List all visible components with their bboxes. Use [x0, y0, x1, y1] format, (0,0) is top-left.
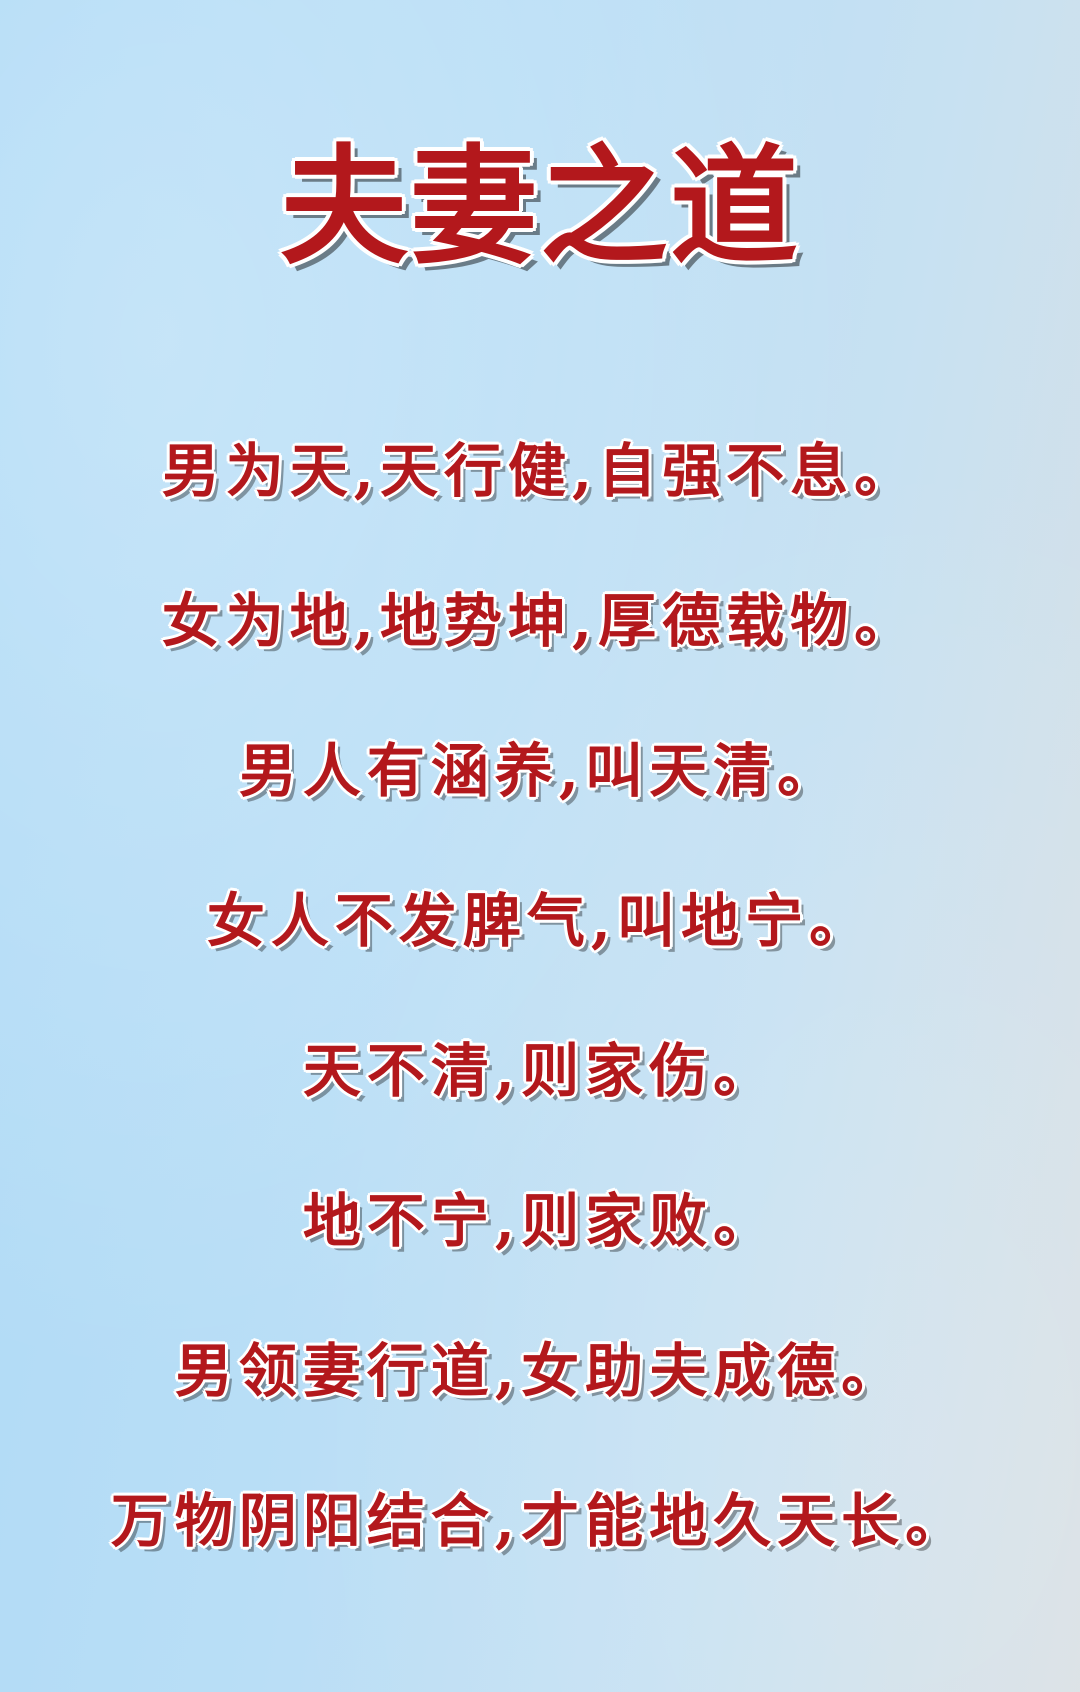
verse-lines: 男为天,天行健,自强不息。 女为地,地势坤,厚德载物。 男人有涵养,叫天清。 女… [0, 430, 1080, 1630]
verse-line-8: 万物阴阳结合,才能地久天长。 [110, 1487, 970, 1555]
verse-line-5: 天不清,则家伤。 [302, 1037, 778, 1105]
verse-line-1: 男为天,天行健,自强不息。 [161, 437, 919, 505]
poster-title: 夫妻之道 [279, 133, 800, 282]
verse-line-6: 地不宁,则家败。 [302, 1187, 778, 1255]
verse-line-7: 男领妻行道,女助夫成德。 [174, 1337, 906, 1405]
verse-line-2: 女为地,地势坤,厚德载物。 [161, 587, 919, 655]
verse-line-4: 女人不发脾气,叫地宁。 [206, 887, 874, 955]
verse-line-3: 男人有涵养,叫天清。 [238, 737, 842, 805]
